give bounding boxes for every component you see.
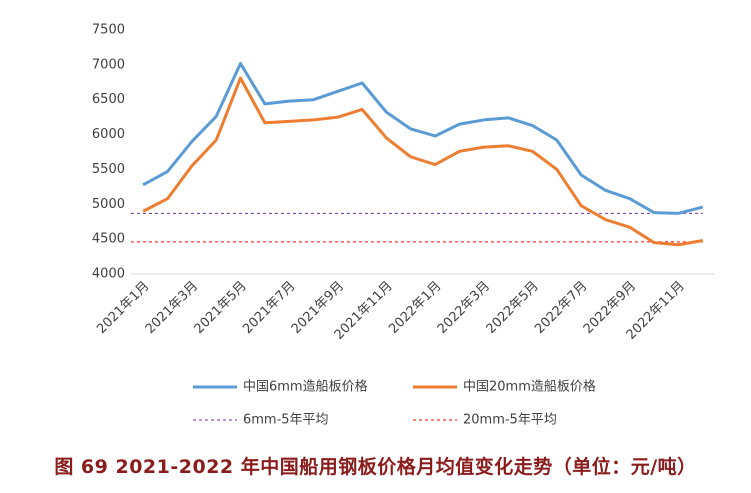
- legend-label: 中国6mm造船板价格: [243, 379, 368, 395]
- series-line: [142, 61, 704, 215]
- y-tick-label: 7500: [92, 23, 125, 38]
- series-line: [142, 76, 704, 247]
- chart: 400045005000550060006500700075002021年1月2…: [92, 23, 715, 428]
- y-tick-label: 6000: [92, 127, 125, 142]
- y-tick-label: 5000: [92, 197, 125, 212]
- legend-label: 中国20mm造船板价格: [463, 379, 596, 395]
- caption: 图 69 2021-2022 年中国船用钢板价格月均值变化走势（单位：元/吨）: [54, 456, 697, 478]
- legend-label: 6mm-5年平均: [243, 413, 329, 428]
- y-tick-label: 7000: [92, 57, 125, 72]
- y-tick-label: 4500: [92, 232, 125, 247]
- y-tick-label: 4000: [92, 267, 125, 282]
- legend-label: 20mm-5年平均: [463, 413, 557, 428]
- y-tick-label: 6500: [92, 92, 125, 107]
- y-tick-label: 5500: [92, 162, 125, 177]
